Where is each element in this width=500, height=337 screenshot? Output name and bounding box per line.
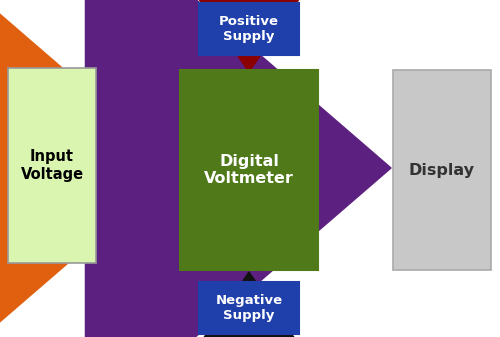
- FancyBboxPatch shape: [199, 282, 299, 334]
- FancyBboxPatch shape: [199, 3, 299, 55]
- Text: Negative
Supply: Negative Supply: [216, 294, 282, 322]
- Text: Digital
Voltmeter: Digital Voltmeter: [204, 154, 294, 186]
- FancyBboxPatch shape: [393, 70, 491, 270]
- Text: Positive
Supply: Positive Supply: [219, 15, 279, 43]
- FancyBboxPatch shape: [180, 70, 318, 270]
- Text: Input
Voltage: Input Voltage: [20, 149, 84, 182]
- Text: Display: Display: [409, 162, 475, 178]
- FancyBboxPatch shape: [8, 68, 96, 263]
